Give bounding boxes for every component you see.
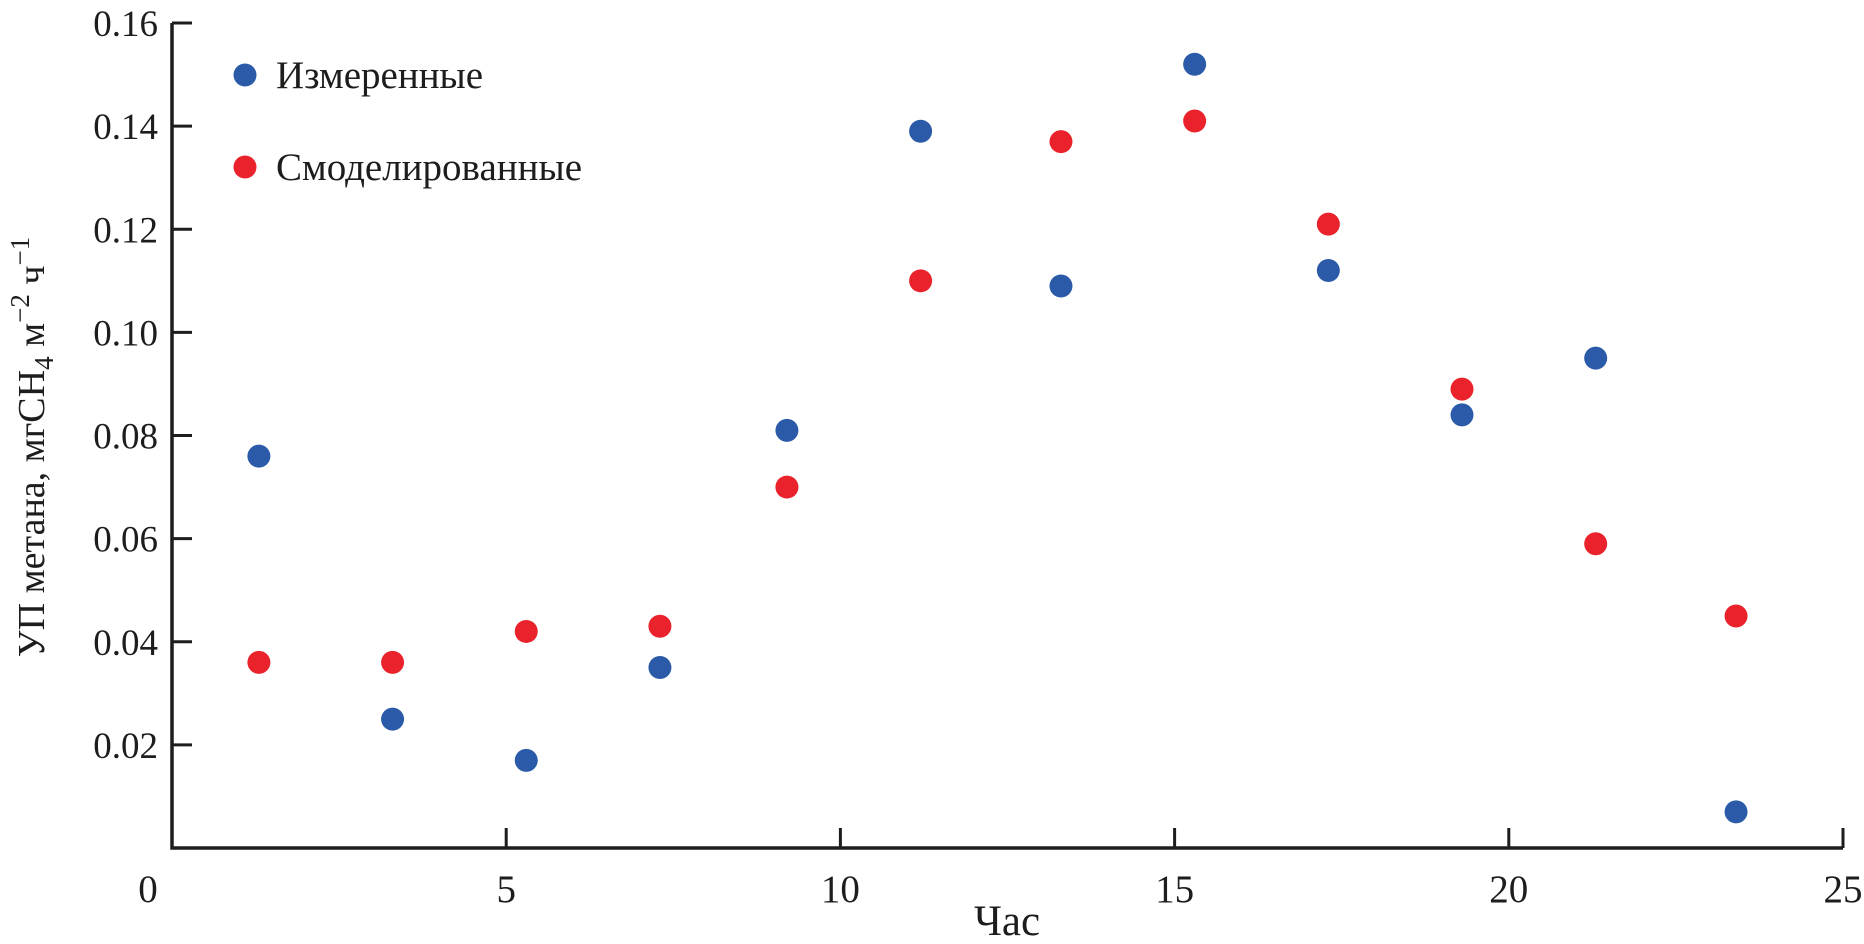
- legend-label-measured: Измеренные: [276, 54, 483, 97]
- data-point-measured: [1316, 259, 1340, 282]
- y-tick-label: 0.04: [93, 623, 158, 664]
- y-tick-label: 0.02: [93, 726, 158, 767]
- series-modeled: [247, 109, 1748, 674]
- data-point-measured: [909, 119, 933, 143]
- data-point-measured: [381, 707, 405, 731]
- y-axis-title-segment: 4: [29, 356, 59, 370]
- y-tick-label: 0.14: [93, 107, 158, 148]
- y-tick-label: 0.06: [93, 520, 158, 561]
- data-point-modeled: [1183, 109, 1207, 133]
- data-point-measured: [648, 656, 672, 680]
- y-axis-title-segment: ч: [11, 266, 53, 295]
- legend-marker-modeled: [233, 155, 257, 179]
- y-axis-title-segment: м: [11, 323, 53, 357]
- y-tick-label: 0.12: [93, 210, 158, 251]
- x-tick-label: 25: [1824, 868, 1863, 911]
- data-point-measured: [1049, 274, 1073, 298]
- data-point-measured: [1584, 346, 1608, 370]
- x-tick-label: 0: [138, 868, 158, 911]
- data-point-modeled: [648, 614, 672, 638]
- x-tick-label: 10: [821, 868, 860, 911]
- x-tick-label: 5: [496, 868, 516, 911]
- y-axis-title-segment: УП метана, мгCH: [11, 370, 53, 657]
- data-point-modeled: [514, 619, 538, 643]
- data-point-modeled: [1049, 130, 1073, 154]
- x-tick-label: 15: [1155, 868, 1194, 911]
- y-tick-label: 0.16: [93, 4, 158, 45]
- y-axis-title-segment: −1: [5, 237, 35, 266]
- data-point-measured: [1450, 403, 1474, 427]
- series-measured: [247, 52, 1748, 824]
- data-point-modeled: [1584, 532, 1608, 556]
- data-point-measured: [1724, 800, 1748, 824]
- data-point-modeled: [1450, 377, 1474, 401]
- data-point-modeled: [909, 269, 933, 293]
- data-point-measured: [247, 444, 271, 468]
- legend: Измеренные Смоделированные: [233, 54, 582, 189]
- y-axis-title-text: УП метана, мгCH4 м−2 ч−1: [5, 237, 59, 657]
- legend-marker-measured: [233, 63, 257, 87]
- y-tick-label: 0.10: [93, 313, 158, 354]
- data-point-modeled: [1724, 604, 1748, 628]
- legend-label-modeled: Смоделированные: [276, 146, 582, 189]
- x-axis-title: Час: [974, 898, 1040, 944]
- y-tick-label: 0.08: [93, 417, 158, 458]
- data-point-measured: [514, 748, 538, 772]
- y-axis-title-segment: −2: [5, 294, 35, 323]
- y-axis-title: УП метана, мгCH4 м−2 ч−1: [5, 237, 59, 657]
- x-tick-label: 20: [1489, 868, 1528, 911]
- data-point-modeled: [381, 650, 405, 674]
- data-point-measured: [1183, 52, 1207, 76]
- data-point-modeled: [1316, 212, 1340, 236]
- data-points: [247, 52, 1748, 824]
- axes: 0 5 10 15 20 25 0.02 0.04 0.06 0.08 0.10 0.12 0.14 0.…: [93, 4, 1862, 911]
- data-point-modeled: [247, 650, 271, 674]
- data-point-modeled: [775, 475, 799, 499]
- data-point-measured: [775, 418, 799, 442]
